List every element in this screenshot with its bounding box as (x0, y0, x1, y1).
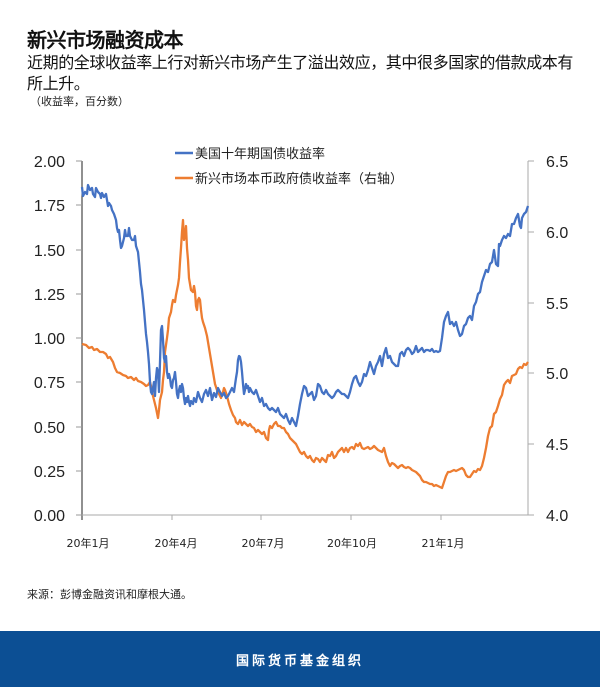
left-tick-label: 0.50 (34, 420, 65, 437)
left-tick-label: 1.25 (34, 287, 65, 304)
chart-subtitle: 近期的全球收益率上行对新兴市场产生了溢出效应，其中很多国家的借款成本有所上升。 (27, 53, 574, 93)
x-tick-label: 20年1月 (67, 536, 110, 550)
series-em-local-yield (81, 218, 529, 490)
series-us-treasury-yield (80, 183, 530, 428)
left-tick-label: 1.50 (34, 243, 65, 260)
left-tick-label: 0.25 (34, 464, 65, 481)
left-axis: 2.00 1.75 1.50 1.25 1.00 0.75 0.50 0.25 … (34, 154, 83, 525)
org-name: 国际货币基金组织 (235, 653, 364, 669)
right-tick-label: 5.5 (546, 296, 568, 313)
right-tick-label: 6.5 (546, 154, 568, 171)
left-tick-label: 0.00 (34, 508, 65, 525)
footer-bar: 国际货币基金组织 (0, 631, 600, 687)
right-tick-label: 5.0 (546, 366, 568, 383)
left-tick-label: 2.00 (34, 154, 65, 171)
line-chart: 美国十年期国债收益率 新兴市场本币政府债收益率（右轴） 2.00 1.75 1.… (34, 146, 568, 550)
right-tick-label: 6.0 (546, 225, 568, 242)
chart-title: 新兴市场融资成本 (27, 28, 184, 52)
x-tick-label: 20年4月 (155, 536, 198, 550)
legend-label-us-treasury: 美国十年期国债收益率 (195, 146, 325, 162)
x-tick-label: 20年10月 (327, 536, 377, 550)
legend-label-em-local: 新兴市场本币政府债收益率（右轴） (195, 171, 403, 187)
x-axis: 20年1月 20年4月 20年7月 20年10月 21年1月 (67, 514, 528, 550)
x-tick-label: 21年1月 (422, 536, 465, 550)
left-tick-label: 1.75 (34, 198, 65, 215)
legend: 美国十年期国债收益率 新兴市场本币政府债收益率（右轴） (175, 146, 403, 187)
x-tick-label: 20年7月 (242, 536, 285, 550)
left-tick-label: 1.00 (34, 331, 65, 348)
right-axis: 6.5 6.0 5.5 5.0 4.5 4.0 (527, 154, 568, 525)
right-tick-label: 4.0 (546, 508, 568, 525)
right-tick-label: 4.5 (546, 437, 568, 454)
source-note: 来源：彭博金融资讯和摩根大通。 (27, 588, 192, 601)
left-tick-label: 0.75 (34, 375, 65, 392)
unit-label: （收益率，百分数） (30, 95, 129, 108)
